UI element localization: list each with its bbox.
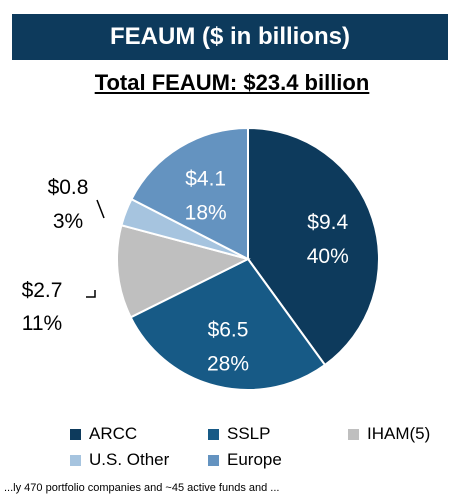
chart-title-banner: FEAUM ($ in billions)	[12, 14, 448, 60]
pie-chart: $9.4 40% $6.5 28% $2.7 11% $0.8 3% $4.1 18%	[22, 126, 380, 391]
legend-item-sslp: SSLP	[208, 424, 348, 444]
value-label-arcc: $9.4	[307, 211, 348, 234]
chart-title: FEAUM ($ in billions)	[110, 23, 350, 50]
legend-label-europe: Europe	[227, 450, 282, 469]
value-label-sslp: $6.5	[208, 318, 249, 341]
pie-slice-europe	[130, 126, 249, 261]
legend-label-u-s-other: U.S. Other	[89, 450, 170, 469]
legend-item-u-s-other: U.S. Other	[70, 450, 208, 470]
percent-label-sslp: 28%	[207, 352, 249, 375]
legend-swatch-arcc	[70, 428, 81, 440]
percent-label-u-s-other: 3%	[53, 210, 83, 233]
percent-label-iham-5: 11%	[22, 312, 62, 335]
percent-label-arcc: 40%	[307, 245, 349, 268]
value-label-u-s-other: $0.8	[48, 176, 89, 199]
legend-swatch-iham-5	[348, 428, 359, 440]
legend-label-arcc: ARCC	[89, 424, 138, 443]
legend-swatch-sslp	[208, 428, 219, 440]
value-label-iham-5: $2.7	[22, 279, 63, 302]
pie-slice-iham-5	[116, 224, 251, 319]
legend-swatch-u-s-other	[70, 454, 81, 466]
value-label-europe: $4.1	[185, 168, 226, 191]
legend-label-iham-5: IHAM(5)	[367, 424, 431, 443]
legend-item-iham-5: IHAM(5)	[348, 424, 464, 444]
leader-line-u-s-other	[96, 199, 105, 219]
chart-legend: ARCC SSLP IHAM(5) U.S. Other Europe	[70, 424, 464, 470]
footnote-text: ...ly 470 portfolio companies and ~45 ac…	[4, 482, 280, 494]
pie-slice-sslp	[129, 257, 327, 391]
legend-item-arcc: ARCC	[70, 424, 208, 444]
pie-slice-arcc	[247, 126, 380, 367]
legend-item-europe: Europe	[208, 450, 348, 470]
total-feaum-subtitle: Total FEAUM: $23.4 billion	[94, 70, 370, 95]
leader-line-iham-5	[86, 290, 96, 298]
percent-label-europe: 18%	[185, 202, 227, 225]
legend-label-sslp: SSLP	[227, 424, 271, 443]
legend-swatch-europe	[208, 454, 219, 466]
